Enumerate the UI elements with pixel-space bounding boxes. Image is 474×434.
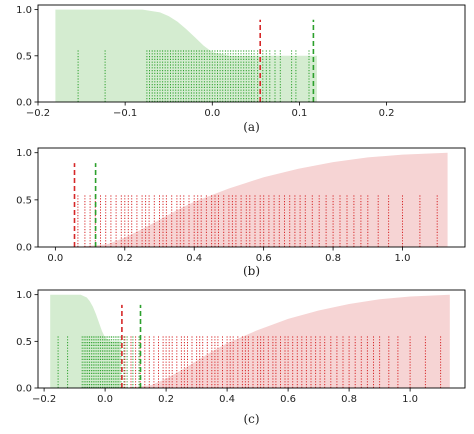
panel-3: −0.2 0.0 0.2 0.4 0.6 0.8 1.00.00.51.0(c) — [16, 289, 466, 426]
x-tick-label: 0.2 — [158, 394, 174, 405]
plot-area — [73, 152, 448, 247]
green-area-1 — [55, 9, 317, 102]
axes-frame — [37, 147, 466, 248]
x-tick-label: −0.2 — [32, 394, 56, 405]
x-tick-label: 0.0 — [97, 394, 113, 405]
plot-area — [55, 9, 317, 102]
y-tick-label: 1.0 — [16, 5, 32, 16]
x-tick-label: 0.1 — [291, 108, 307, 119]
x-tick-label: 0.0 — [47, 253, 63, 264]
y-tick-label: 0.5 — [16, 337, 32, 348]
y-tick-label: 0.0 — [16, 243, 32, 254]
panel-1: −0.2 −0.1 0.0 0.1 0.2 0.0 0.5 1.0 (a) — [16, 4, 466, 134]
axes-frame — [37, 4, 466, 103]
x-tick-label: 0.2 — [117, 253, 133, 264]
y-tick-label: 0.5 — [16, 51, 32, 62]
green-area-1 — [50, 294, 121, 388]
panel-2: 0.0 0.2 0.4 0.6 0.8 1.0 0.0 0.5 1.0 (b) — [16, 147, 466, 278]
panel-caption: (c) — [243, 412, 259, 426]
x-tick-label: 0.8 — [341, 394, 357, 405]
x-tick-label: 0.8 — [325, 253, 341, 264]
x-tick-label: −0.1 — [113, 108, 137, 119]
y-tick-label: 0.0 — [16, 98, 32, 109]
red-area-1 — [76, 152, 448, 247]
plot-area — [50, 294, 450, 388]
x-tick-label: −0.2 — [26, 108, 50, 119]
x-tick-label: 1.0 — [395, 253, 411, 264]
axes-frame — [37, 289, 466, 389]
x-tick-label: 0.4 — [219, 394, 235, 405]
x-tick-label: 0.2 — [379, 108, 395, 119]
x-tick-label: 1.0 — [402, 394, 418, 405]
x-tick-label: 0.4 — [186, 253, 202, 264]
x-tick-label: 0.6 — [256, 253, 272, 264]
y-tick-label: 0.5 — [16, 195, 32, 206]
red-area-2 — [123, 294, 450, 388]
y-tick-label: 0.0 — [16, 384, 32, 395]
panel-caption: (a) — [243, 120, 260, 134]
panel-caption: (b) — [243, 264, 260, 278]
y-tick-label: 1.0 — [16, 148, 32, 159]
y-tick-label: 1.0 — [16, 290, 32, 301]
x-tick-label: 0.0 — [204, 108, 220, 119]
x-tick-label: 0.6 — [280, 394, 296, 405]
